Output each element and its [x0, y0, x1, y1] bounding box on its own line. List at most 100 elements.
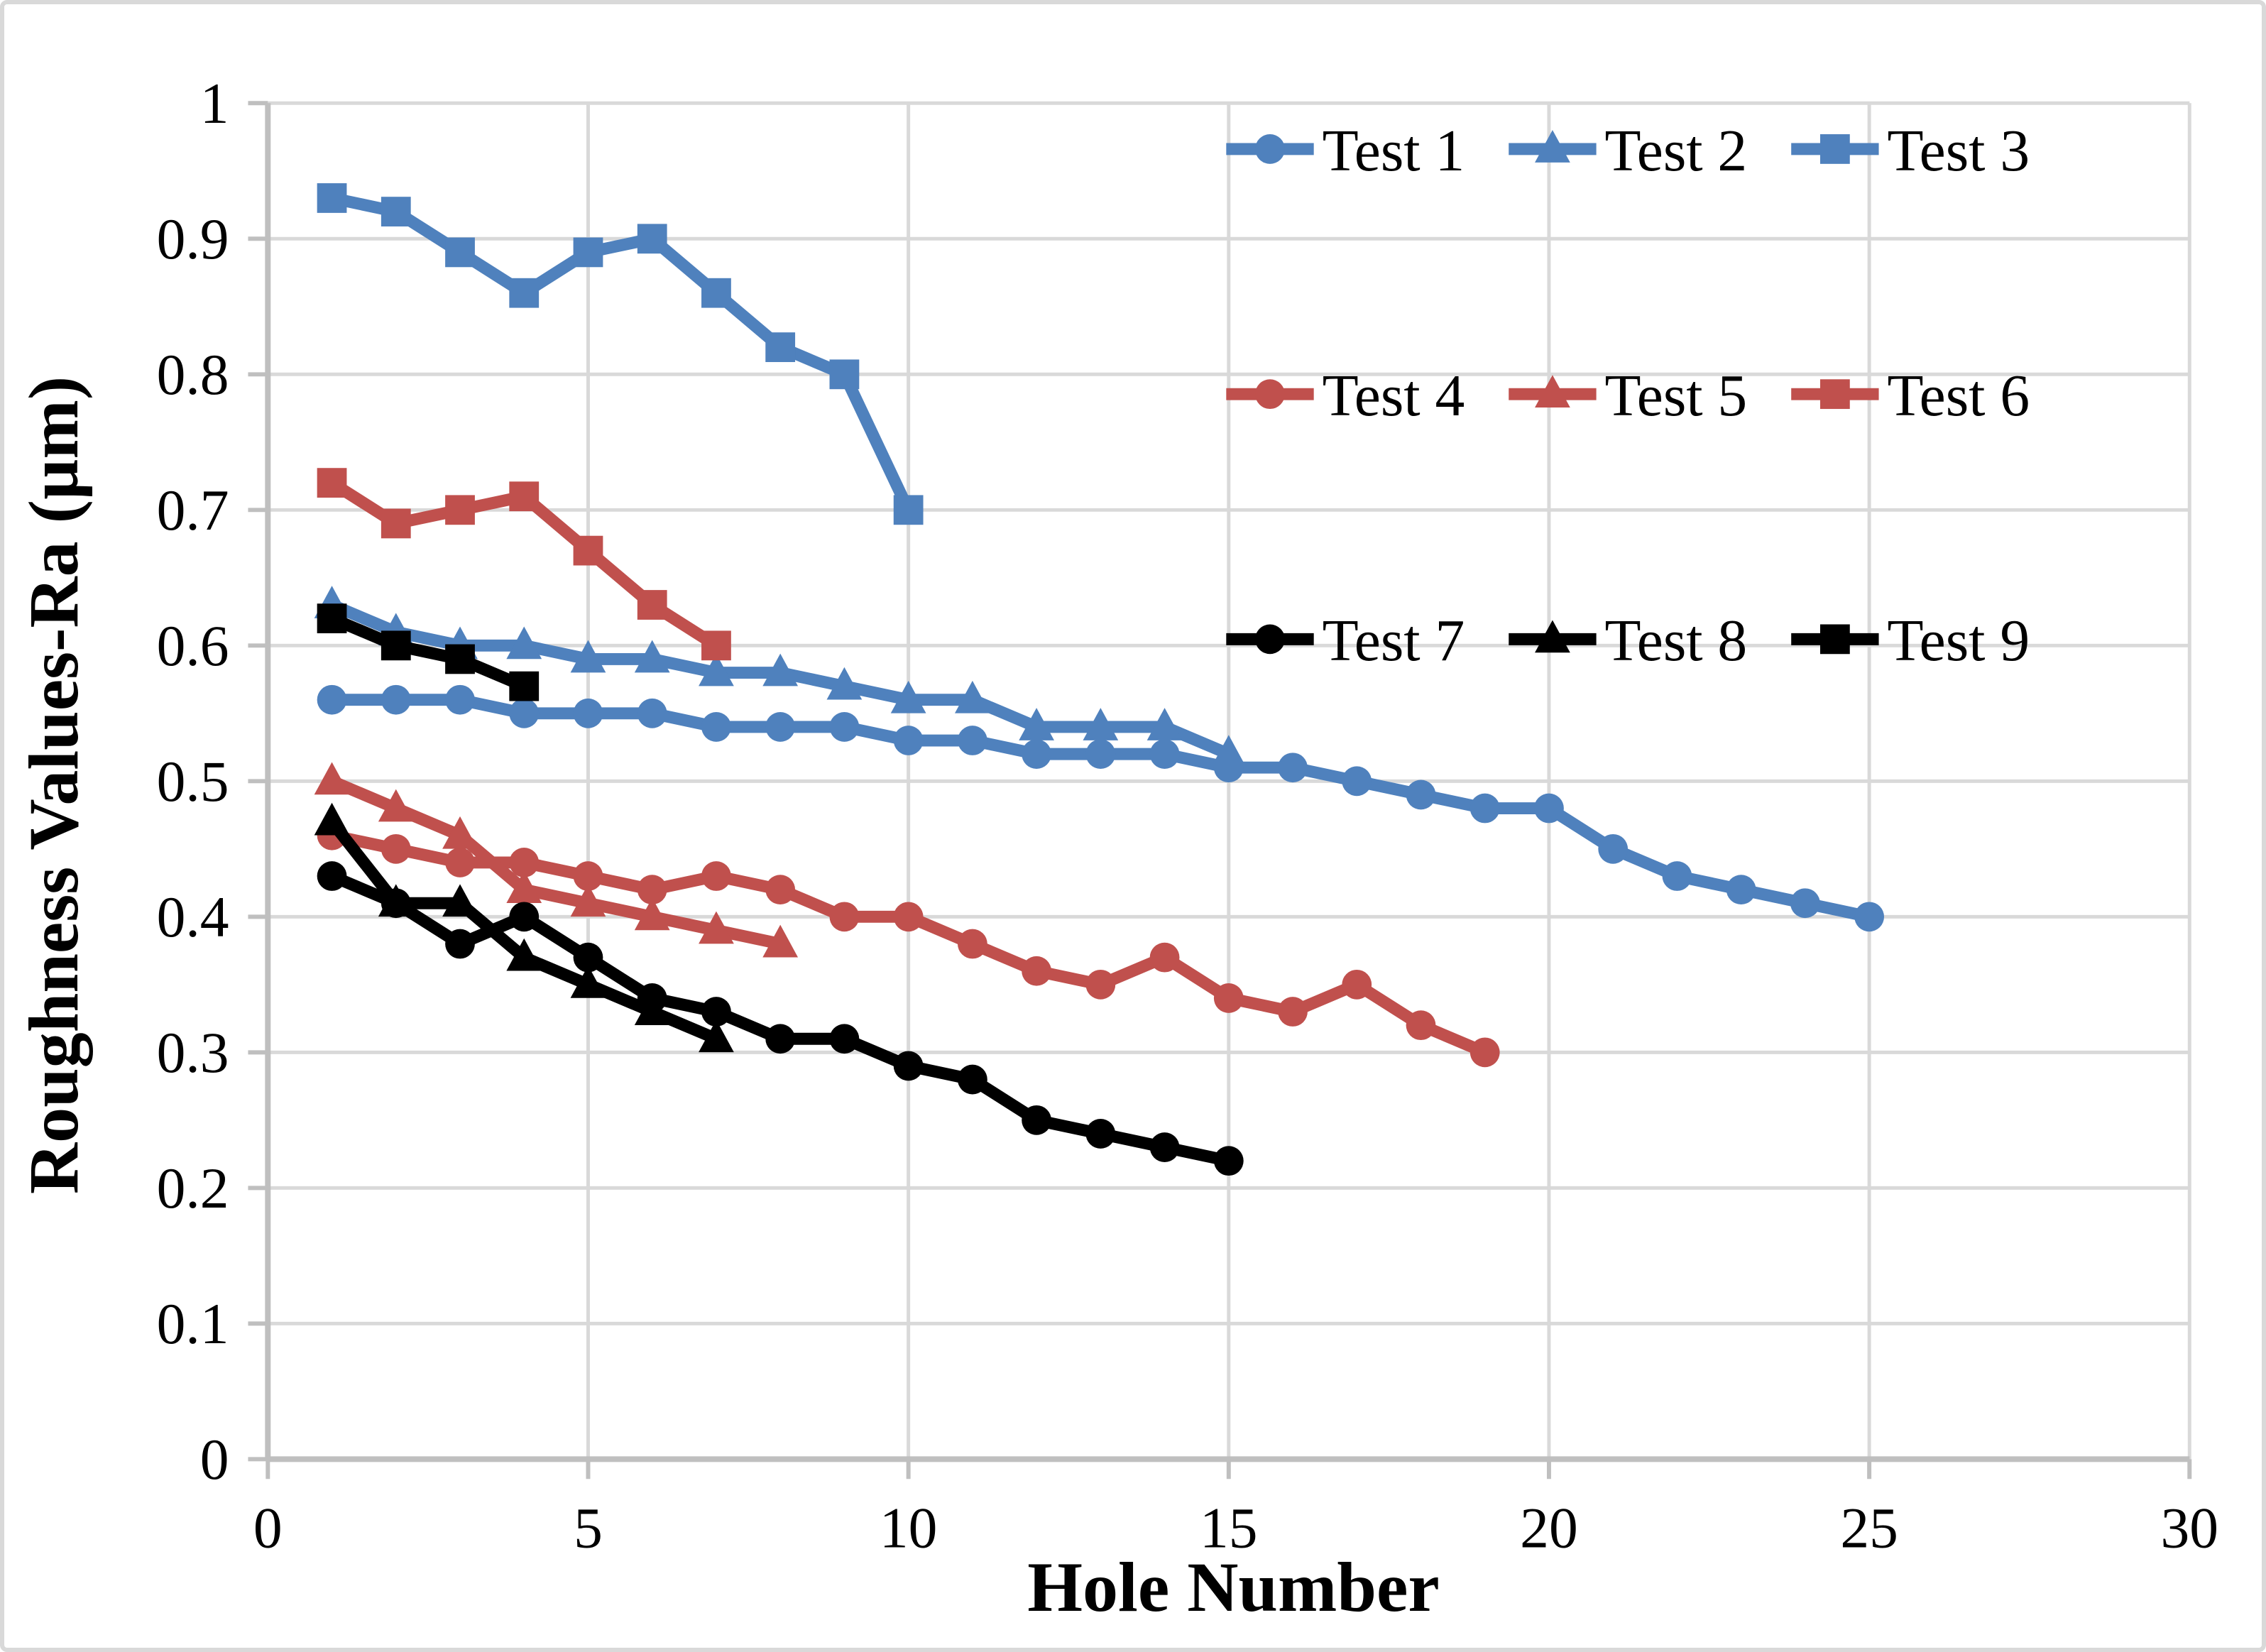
series-test-7-point: [893, 1051, 924, 1081]
legend-label-test-4: Test 4: [1323, 363, 1465, 429]
series-test-1-point: [317, 684, 347, 715]
y-tick-label: 0.8: [157, 342, 229, 407]
series-test-1-point: [893, 726, 924, 755]
series-test-2-point: [506, 626, 542, 660]
series-test-5-point: [442, 816, 478, 849]
y-tick-label: 0.3: [157, 1020, 229, 1085]
series-test-4-point: [1213, 983, 1244, 1013]
series-test-2-point: [955, 680, 990, 713]
series-test-7-point: [1022, 1105, 1051, 1135]
series-test-6-point: [381, 508, 411, 539]
series-test-5-point: [762, 924, 799, 958]
series-test-9-point: [381, 630, 411, 661]
series-test-4-point: [1022, 956, 1051, 986]
y-tick-label: 0.9: [157, 207, 229, 271]
series-test-9-point: [317, 603, 347, 634]
series-test-7-point: [573, 942, 603, 973]
series-test-9-line: [326, 612, 530, 693]
line-chart: 00.10.20.30.40.50.60.70.80.910 5 10 15 20 25 3…: [157, 71, 2219, 1560]
series-test-4-point: [381, 833, 411, 864]
series-test-4-point: [573, 861, 603, 891]
series-test-5-point: [378, 789, 414, 822]
series-test-7-point: [957, 1064, 987, 1095]
series-test-2-point: [634, 640, 670, 673]
series-test-2-point: [826, 667, 863, 700]
series-test-4-point: [637, 875, 667, 905]
series-test-1-point: [445, 684, 475, 715]
y-axis-title: Roughness Values-Ra (µm): [14, 376, 93, 1195]
y-tick-label: 0.2: [157, 1156, 229, 1220]
legend-circle-icon: [1255, 624, 1285, 655]
series-test-1-point: [829, 712, 860, 742]
legend-label-test-5: Test 5: [1605, 363, 1748, 429]
series-test-7-point: [1213, 1146, 1244, 1176]
x-tick-label: 15: [1200, 1496, 1258, 1560]
series-test-7-point: [317, 861, 347, 891]
series-test-4-point: [1342, 969, 1372, 1000]
series-test-4-point: [893, 902, 924, 932]
series-test-4-point: [1406, 1010, 1436, 1041]
series-test-1-point: [1085, 739, 1116, 770]
series-test-3-point: [445, 237, 475, 268]
x-tick-label: 25: [1840, 1496, 1898, 1560]
series-test-1-point: [1534, 793, 1564, 824]
legend-label-test-6: Test 6: [1887, 363, 2030, 429]
series-test-4-point: [509, 848, 540, 877]
x-tick-label: 30: [2161, 1496, 2219, 1560]
series-test-1-point: [1149, 739, 1180, 770]
series-test-3-point: [509, 278, 540, 308]
legend-triangle-icon: [1535, 130, 1570, 163]
series-test-1-point: [1469, 793, 1500, 824]
series-test-2-point: [699, 653, 734, 686]
series-test-8-point: [506, 938, 542, 971]
series-test-3-point: [573, 237, 603, 268]
x-tick-label: 0: [253, 1496, 283, 1560]
series-test-1-point: [381, 684, 411, 715]
series-test-7-point: [701, 997, 731, 1027]
series-test-2-point: [570, 640, 606, 673]
series-test-8-point: [314, 802, 350, 836]
series-test-8-point: [699, 1019, 734, 1053]
legend-label-test-2: Test 2: [1605, 119, 1748, 184]
series-test-5-point: [634, 897, 670, 931]
series-test-5-point: [699, 911, 734, 944]
series-test-1-point: [573, 698, 603, 728]
x-tick-label: 5: [574, 1496, 603, 1560]
series-test-3-point: [893, 495, 924, 525]
series-test-3-point: [701, 278, 731, 308]
legend-label-test-9: Test 9: [1887, 608, 2030, 674]
series-test-6-point: [445, 495, 475, 525]
series-test-4-point: [1469, 1037, 1500, 1068]
series-test-1-point: [1662, 861, 1692, 891]
y-tick-label: 0: [200, 1427, 229, 1492]
series-test-1-point: [1342, 766, 1372, 797]
legend-triangle-icon: [1535, 620, 1570, 653]
legend-label-test-7: Test 7: [1323, 608, 1465, 674]
series-test-6-point: [637, 590, 667, 620]
x-axis-title: Hole Number: [1027, 1548, 1440, 1626]
series-test-4-point: [765, 875, 796, 905]
legend-circle-icon: [1255, 134, 1285, 164]
y-tick-label: 0.4: [157, 885, 229, 949]
series-test-3-line: [326, 192, 915, 516]
series-test-4-point: [445, 848, 475, 877]
series-test-6-point: [701, 630, 731, 661]
series-test-7-line: [326, 870, 1235, 1167]
series-test-2-point: [890, 680, 926, 713]
legend-label-test-1: Test 1: [1323, 119, 1465, 184]
legend-square-icon: [1819, 134, 1850, 164]
series-test-6-point: [317, 468, 347, 498]
series-test-2-point: [1146, 708, 1183, 740]
series-test-1-point: [509, 698, 540, 728]
series-test-7-point: [765, 1024, 796, 1054]
series-test-4-point: [1278, 997, 1308, 1027]
series-test-7-point: [509, 902, 540, 932]
legend-square-icon: [1819, 379, 1850, 410]
series-test-1-point: [957, 726, 987, 755]
series-test-1-point: [1598, 833, 1629, 864]
series-test-5-point: [570, 884, 606, 917]
series-test-6-point: [509, 481, 540, 512]
y-tick-label: 1: [200, 71, 229, 136]
series-test-5-point: [314, 762, 350, 795]
